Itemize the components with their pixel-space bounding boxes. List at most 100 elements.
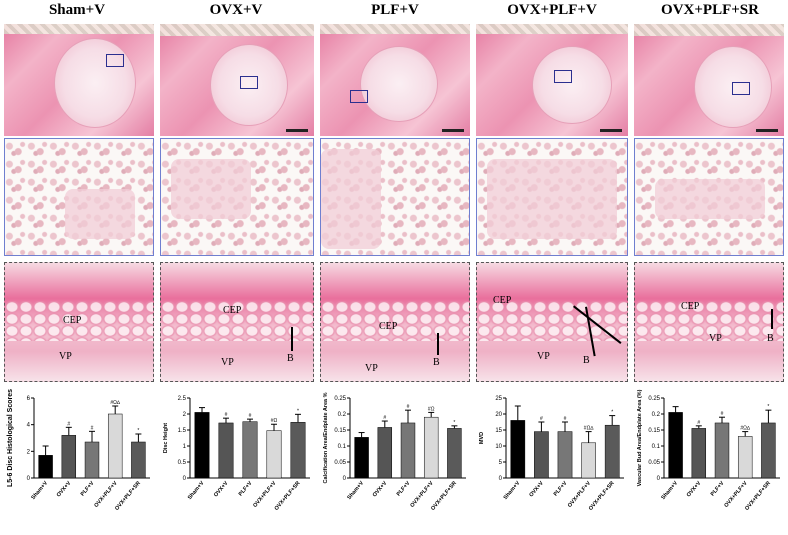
x-tick-label: PLF+V [553, 480, 569, 497]
y-axis-label: MVD [479, 432, 485, 444]
significance-label: * [767, 404, 769, 410]
y-axis-label: L5-6 Disc Histological Scores [7, 389, 14, 487]
y-tick-label: 0 [183, 476, 187, 482]
column-title-ovx-plf-v: OVX+PLF+V [507, 2, 597, 18]
x-tick-label: OVX+V [372, 480, 389, 498]
inset-box [350, 90, 368, 103]
overview-image-ovx-plf-v [476, 24, 628, 136]
bar [761, 422, 776, 479]
bar [38, 455, 53, 479]
y-tick-label: 0 [499, 476, 503, 482]
inset-box [240, 76, 258, 89]
x-tick-label: PLF+V [710, 480, 726, 497]
y-tick-label: 0 [27, 476, 31, 482]
bar [400, 422, 416, 479]
np-image-ovx-v [160, 138, 314, 256]
x-tick-label: OVX+PLF+SR [588, 480, 616, 512]
cep-label: CEP [63, 315, 82, 326]
x-tick-label: OVX+PLF+SR [274, 480, 302, 512]
bar [447, 428, 462, 479]
x-tick-label: Sham+V [30, 480, 49, 501]
np-image-plf-v [320, 138, 470, 256]
bar [290, 422, 306, 479]
vascular-bud-area-chart: Vascular Bud Area/Endplate Area (%) 0 0.05… [637, 389, 780, 512]
y-tick-label: 2 [183, 412, 187, 418]
y-tick-label: 0 [343, 476, 347, 482]
y-tick-label: 2.5 [178, 396, 187, 402]
vp-label: VP [537, 351, 550, 362]
y-tick-label: 0.2 [338, 412, 347, 418]
bar [510, 420, 526, 479]
scale-bar [756, 129, 778, 132]
bar [581, 442, 596, 479]
vp-label: VP [709, 333, 722, 344]
y-tick-label: 0.05 [334, 460, 346, 466]
significance-label: # [249, 413, 252, 419]
x-tick-label: OVX+PLF+SR [430, 480, 458, 512]
significance-label: #Ω [428, 406, 435, 412]
column-title-ovx-plf-sr: OVX+PLF+SR [661, 2, 759, 18]
cep-label: CEP [681, 301, 700, 312]
y-tick-label: 0 [657, 476, 661, 482]
significance-label: * [453, 420, 455, 426]
bar [714, 422, 730, 479]
y-axis-label: Disc Height [163, 423, 169, 453]
bar [354, 437, 369, 479]
column-title-plf-v: PLF+V [371, 2, 419, 18]
significance-label: * [137, 428, 139, 434]
x-tick-label: Sham+V [346, 480, 365, 501]
y-tick-label: 15 [495, 428, 502, 434]
b-label: B [583, 355, 590, 366]
scale-bar [286, 129, 308, 132]
bar [242, 421, 258, 479]
bar [194, 412, 210, 479]
y-tick-label: 0.1 [338, 444, 347, 450]
bar [377, 427, 393, 479]
scale-bar [442, 129, 464, 132]
endplate-image-ovx-plf-sr: CEP VP B [634, 262, 784, 382]
overview-image-ovx-plf-sr [634, 24, 784, 136]
x-tick-label: OVX+PLF+V [723, 480, 748, 509]
inset-box [554, 70, 572, 83]
bar [61, 435, 77, 479]
significance-label: # [225, 412, 228, 418]
x-tick-label: OVX+V [686, 480, 703, 498]
bar [266, 430, 282, 479]
bar [691, 428, 707, 479]
b-label: B [287, 353, 294, 364]
significance-label: # [697, 420, 700, 426]
column-title-sham-v: Sham+V [48, 2, 106, 18]
x-tick-label: OVX+V [213, 480, 230, 498]
bar [218, 422, 234, 479]
bar [84, 441, 100, 479]
cep-label: CEP [223, 305, 242, 316]
y-tick-label: 1.5 [178, 428, 187, 434]
x-tick-label: Sham+V [187, 480, 206, 501]
y-tick-label: 0.5 [178, 460, 187, 466]
overview-image-plf-v [320, 24, 470, 136]
significance-label: #Ω∆ [110, 400, 121, 406]
overview-image-sham-v [4, 24, 154, 136]
x-tick-label: PLF+V [396, 480, 412, 497]
vp-label: VP [59, 351, 72, 362]
x-tick-label: OVX+V [56, 480, 73, 498]
y-tick-label: 10 [495, 444, 502, 450]
inset-box [106, 54, 124, 67]
bar [107, 413, 123, 479]
bar [423, 416, 439, 479]
significance-label: #Ω [271, 418, 278, 424]
cep-label: CEP [493, 295, 512, 306]
np-image-ovx-plf-v [476, 138, 628, 256]
y-tick-label: 20 [495, 412, 502, 418]
y-tick-label: 4 [27, 423, 31, 429]
x-tick-label: OVX+PLF+V [409, 480, 434, 509]
significance-label: # [540, 416, 543, 422]
y-tick-label: 6 [27, 396, 31, 402]
overview-image-ovx-v [160, 24, 314, 136]
y-tick-label: 1 [183, 444, 187, 450]
y-axis-label: Calcification Area/Endplate Area % [323, 392, 329, 483]
bar [604, 424, 620, 479]
disc-height-chart: Disc Height 0 0.5 1 1.5 2 2.5 Sham+V # OVX+V # PLF+… [163, 396, 310, 512]
calcification-area-chart: Calcification Area/Endplate Area % 0 0.05 0… [323, 392, 466, 512]
endplate-image-sham-v: CEP VP [4, 262, 154, 382]
